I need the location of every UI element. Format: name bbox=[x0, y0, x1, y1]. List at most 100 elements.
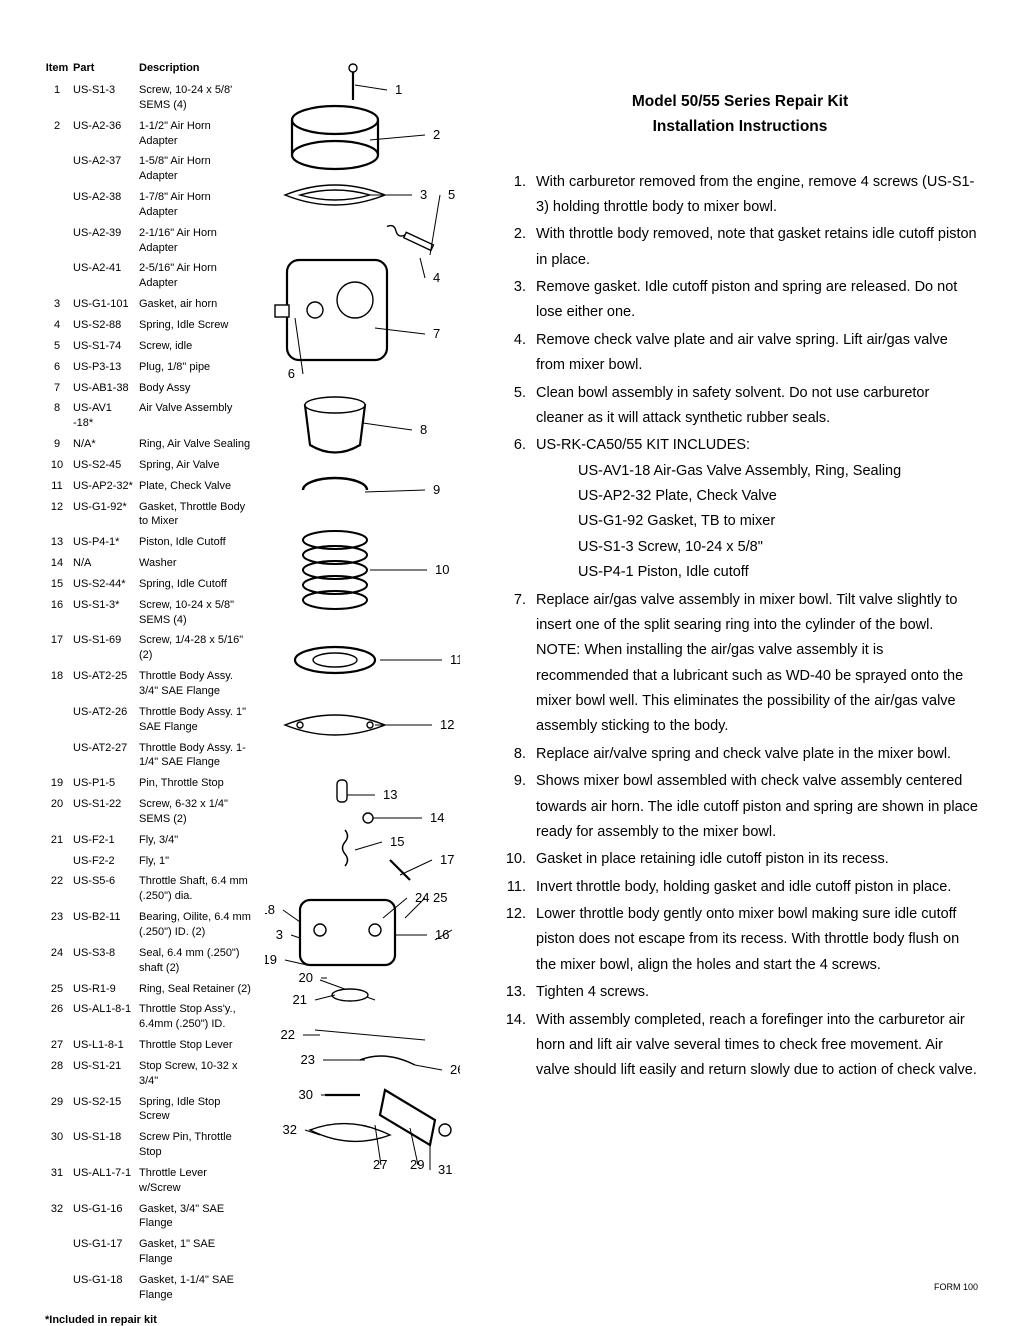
instruction-step: Tighten 4 screws. bbox=[530, 980, 980, 1005]
cell-desc: Ring, Seal Retainer (2) bbox=[139, 979, 255, 1000]
cell-item: 31 bbox=[45, 1163, 73, 1199]
callout-number: 17 bbox=[440, 852, 454, 867]
cell-desc: Spring, Idle Stop Screw bbox=[139, 1092, 255, 1128]
cell-part: US-AT2-25 bbox=[73, 666, 139, 702]
callout-number: 8 bbox=[420, 422, 427, 437]
callout-number: 21 bbox=[293, 992, 307, 1007]
cell-part: US-AB1-38 bbox=[73, 378, 139, 399]
cell-item: 7 bbox=[45, 378, 73, 399]
callout-number: 25 bbox=[433, 890, 447, 905]
table-row: 14N/AWasher bbox=[45, 553, 255, 574]
instruction-step: Gasket in place retaining idle cutoff pi… bbox=[530, 847, 980, 872]
cell-desc: Screw, 10-24 x 5/8" SEMS (4) bbox=[139, 595, 255, 631]
callout-number: 10 bbox=[435, 562, 449, 577]
table-row: 17US-S1-69Screw, 1/4-28 x 5/16" (2) bbox=[45, 630, 255, 666]
cell-item: 14 bbox=[45, 553, 73, 574]
cell-part: US-G1-18 bbox=[73, 1270, 139, 1306]
cell-item: 24 bbox=[45, 943, 73, 979]
cell-desc: Washer bbox=[139, 553, 255, 574]
cell-item: 21 bbox=[45, 830, 73, 851]
kit-item: US-AV1-18 Air-Gas Valve Assembly, Ring, … bbox=[578, 459, 980, 484]
callout-number: 16 bbox=[435, 927, 449, 942]
cell-desc: 2-5/16" Air Horn Adapter bbox=[139, 258, 255, 294]
callout-number: 2 bbox=[433, 127, 440, 142]
cell-desc: Screw Pin, Throttle Stop bbox=[139, 1127, 255, 1163]
cell-part: US-AV1 -18* bbox=[73, 398, 139, 434]
callout-number: 18 bbox=[265, 902, 275, 917]
kit-item: US-S1-3 Screw, 10-24 x 5/8" bbox=[578, 535, 980, 560]
title-line-1: Model 50/55 Series Repair Kit bbox=[500, 90, 980, 115]
cell-desc: Fly, 3/4" bbox=[139, 830, 255, 851]
cell-desc: Ring, Air Valve Sealing bbox=[139, 434, 255, 455]
cell-desc: 1-1/2" Air Horn Adapter bbox=[139, 116, 255, 152]
callout-number: 23 bbox=[301, 1052, 315, 1067]
kit-item: US-G1-92 Gasket, TB to mixer bbox=[578, 509, 980, 534]
cell-item: 11 bbox=[45, 476, 73, 497]
cell-item: 13 bbox=[45, 532, 73, 553]
cell-item: 27 bbox=[45, 1035, 73, 1056]
cell-item bbox=[45, 187, 73, 223]
table-row: 3US-G1-101Gasket, air horn bbox=[45, 294, 255, 315]
table-row: 5US-S1-74Screw, idle bbox=[45, 336, 255, 357]
table-row: 31US-AL1-7-1Throttle Lever w/Screw bbox=[45, 1163, 255, 1199]
cell-desc: Throttle Body Assy. 3/4" SAE Flange bbox=[139, 666, 255, 702]
cell-desc: Throttle Lever w/Screw bbox=[139, 1163, 255, 1199]
table-row: US-A2-371-5/8" Air Horn Adapter bbox=[45, 151, 255, 187]
cell-item: 9 bbox=[45, 434, 73, 455]
cell-part: US-S1-69 bbox=[73, 630, 139, 666]
cell-part: US-F2-1 bbox=[73, 830, 139, 851]
cell-desc: Seal, 6.4 mm (.250") shaft (2) bbox=[139, 943, 255, 979]
cell-part: US-S1-74 bbox=[73, 336, 139, 357]
cell-item bbox=[45, 1270, 73, 1306]
cell-desc: Stop Screw, 10-32 x 3/4" bbox=[139, 1056, 255, 1092]
cell-desc: 1-5/8" Air Horn Adapter bbox=[139, 151, 255, 187]
cell-desc: Gasket, air horn bbox=[139, 294, 255, 315]
cell-part: US-S1-21 bbox=[73, 1056, 139, 1092]
cell-desc: Throttle Stop Ass'y., 6.4mm (.250") ID. bbox=[139, 999, 255, 1035]
cell-item: 28 bbox=[45, 1056, 73, 1092]
table-row: 21US-F2-1Fly, 3/4" bbox=[45, 830, 255, 851]
callout-number: 6 bbox=[288, 366, 295, 381]
cell-desc: Fly, 1" bbox=[139, 851, 255, 872]
cell-desc: Plate, Check Valve bbox=[139, 476, 255, 497]
callout-number: 14 bbox=[430, 810, 444, 825]
cell-desc: Throttle Body Assy. 1" SAE Flange bbox=[139, 702, 255, 738]
cell-part: US-G1-92* bbox=[73, 497, 139, 533]
cell-item: 3 bbox=[45, 294, 73, 315]
cell-part: US-S2-88 bbox=[73, 315, 139, 336]
callout-number: 29 bbox=[410, 1157, 424, 1172]
cell-part: US-G1-16 bbox=[73, 1199, 139, 1235]
callout-number: 31 bbox=[438, 1162, 452, 1177]
instruction-step: Shows mixer bowl assembled with check va… bbox=[530, 769, 980, 845]
cell-desc: Screw, 10-24 x 5/8' SEMS (4) bbox=[139, 80, 255, 116]
table-row: US-A2-412-5/16" Air Horn Adapter bbox=[45, 258, 255, 294]
cell-desc: Throttle Body Assy. 1-1/4" SAE Flange bbox=[139, 738, 255, 774]
callout-number: 4 bbox=[433, 270, 440, 285]
cell-part: US-P3-13 bbox=[73, 357, 139, 378]
table-row: 15US-S2-44*Spring, Idle Cutoff bbox=[45, 574, 255, 595]
cell-desc: Gasket, Throttle Body to Mixer bbox=[139, 497, 255, 533]
callout-number: 7 bbox=[433, 326, 440, 341]
instruction-step: Replace air/valve spring and check valve… bbox=[530, 742, 980, 767]
table-row: US-A2-392-1/16" Air Horn Adapter bbox=[45, 223, 255, 259]
cell-item bbox=[45, 738, 73, 774]
parts-table: Item Part Description 1US-S1-3Screw, 10-… bbox=[45, 60, 255, 1306]
callout-number: 30 bbox=[299, 1087, 313, 1102]
table-row: 6US-P3-13Plug, 1/8" pipe bbox=[45, 357, 255, 378]
cell-item: 8 bbox=[45, 398, 73, 434]
table-row: 26US-AL1-8-1Throttle Stop Ass'y., 6.4mm … bbox=[45, 999, 255, 1035]
cell-part: US-G1-17 bbox=[73, 1234, 139, 1270]
cell-item bbox=[45, 851, 73, 872]
callout-number: 20 bbox=[299, 970, 313, 985]
table-row: 11US-AP2-32*Plate, Check Valve bbox=[45, 476, 255, 497]
cell-part: US-R1-9 bbox=[73, 979, 139, 1000]
callout-number: 13 bbox=[383, 787, 397, 802]
callout-number: 11 bbox=[450, 652, 460, 667]
cell-item: 1 bbox=[45, 80, 73, 116]
cell-item bbox=[45, 223, 73, 259]
cell-desc: Gasket, 1" SAE Flange bbox=[139, 1234, 255, 1270]
instruction-step: With throttle body removed, note that ga… bbox=[530, 222, 980, 273]
cell-item: 25 bbox=[45, 979, 73, 1000]
cell-part: US-F2-2 bbox=[73, 851, 139, 872]
title-line-2: Installation Instructions bbox=[500, 115, 980, 140]
